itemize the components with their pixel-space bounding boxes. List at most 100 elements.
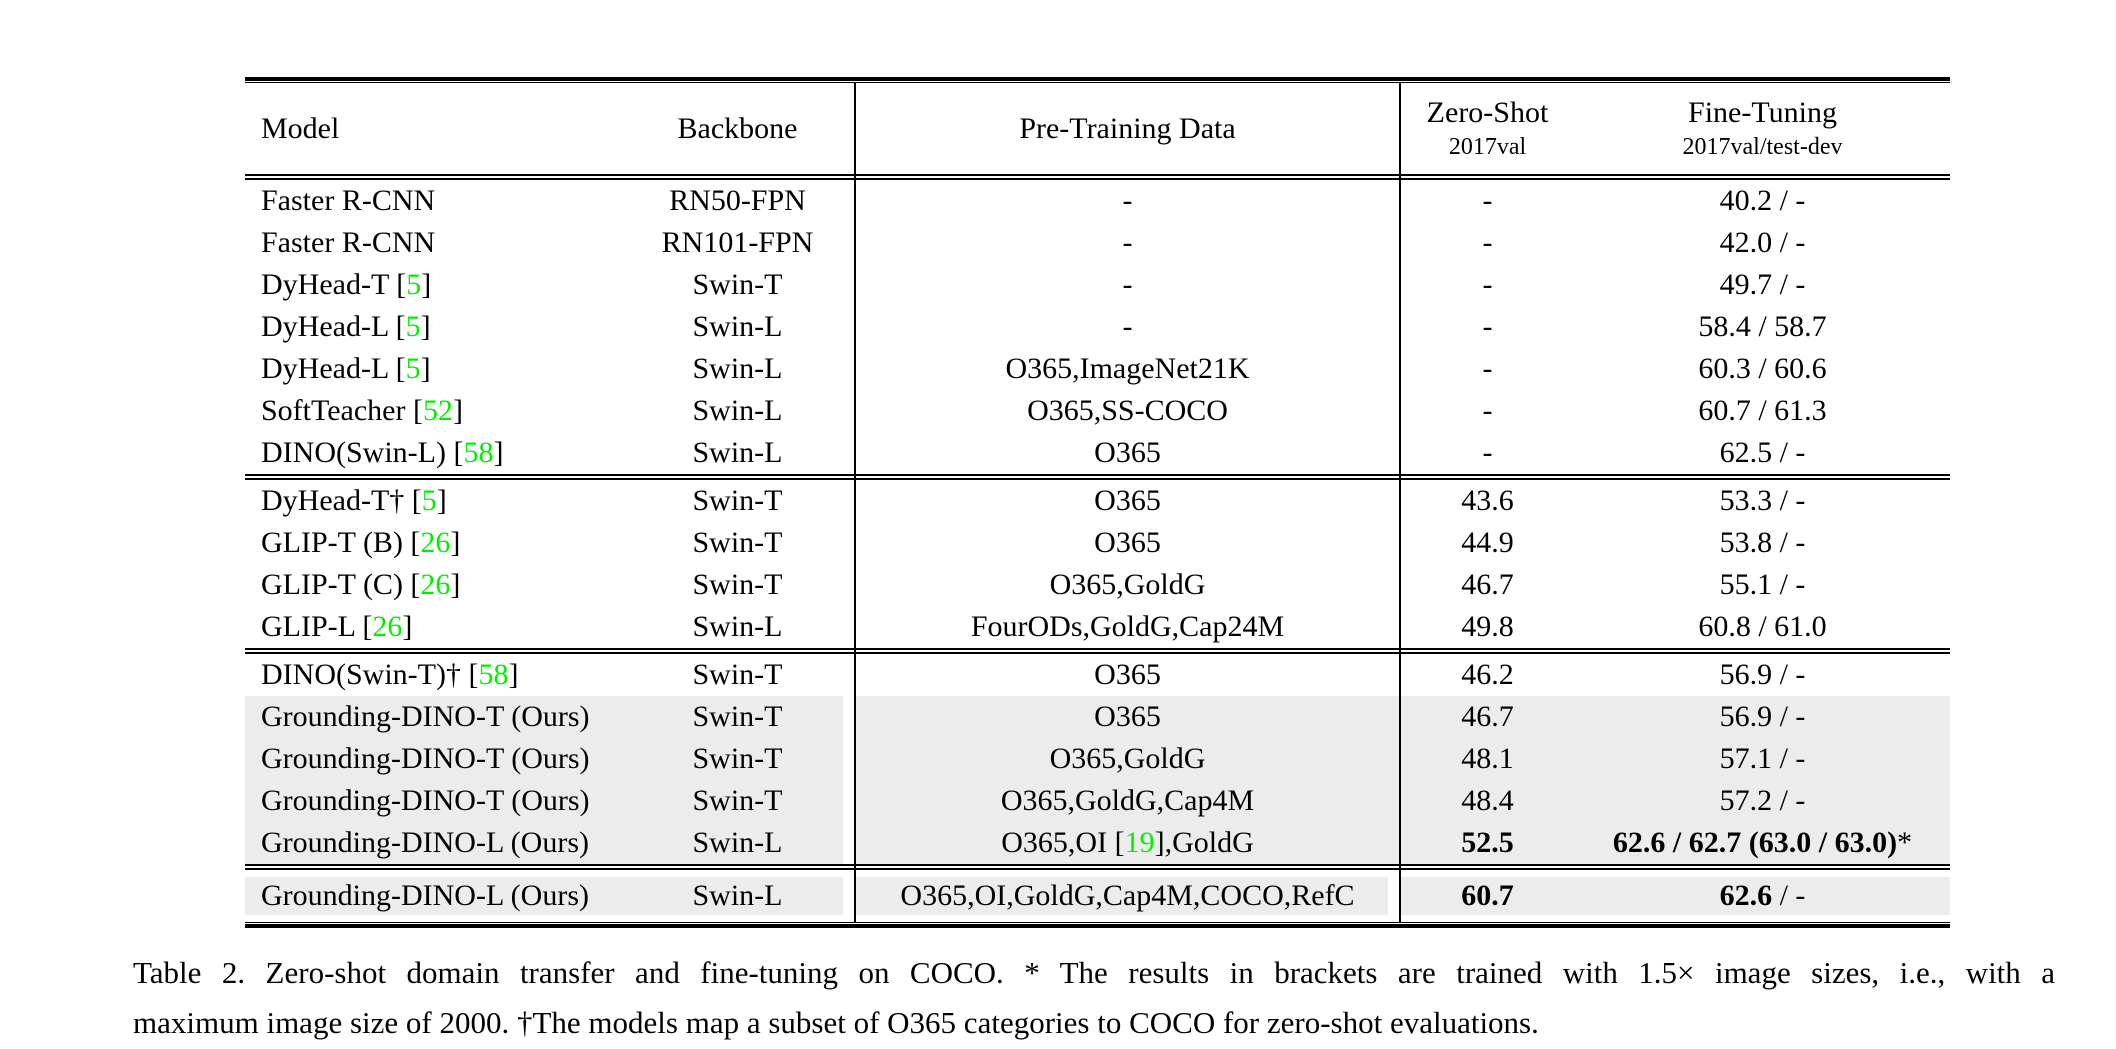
header-pretraining-data: Pre-Training Data: [855, 83, 1400, 174]
cell-model: Faster R-CNN: [245, 222, 620, 264]
cell-text: O365,GoldG: [1049, 568, 1206, 601]
cell-pretrain: O365,GoldG: [855, 564, 1400, 606]
cell-text: O365: [1094, 526, 1161, 559]
cell-ft: 62.6 / -: [1575, 877, 1950, 915]
cell-text: -: [1122, 268, 1133, 301]
cell-model: GLIP-L [26]: [245, 606, 620, 648]
cell-text: DINO(Swin-T)† [: [261, 658, 479, 691]
cell-ft: 42.0 / -: [1575, 222, 1950, 264]
cell-text: 49.8: [1461, 610, 1514, 643]
cell-text: O365: [1094, 436, 1161, 469]
cell-backbone: RN101-FPN: [620, 222, 855, 264]
cell-text: GLIP-T (C) [: [261, 568, 421, 601]
table-top-rule: [245, 77, 1950, 83]
block-separator-rule: [245, 648, 1950, 654]
cell-zs: -: [1400, 222, 1575, 264]
block-separator-rule: [245, 474, 1950, 480]
header-fine-tuning: Fine-Tuning 2017val/test-dev: [1575, 83, 1950, 174]
cell-text: Swin-L: [692, 879, 783, 912]
table-row: DINO(Swin-T)† [58] Swin-T O365 46.2 56.9 / -: [245, 654, 1950, 696]
cell-backbone: Swin-L: [620, 306, 855, 348]
header-model: Model: [245, 83, 620, 174]
cell-ft: 40.2 / -: [1575, 180, 1950, 222]
cell-text: -: [1482, 394, 1493, 427]
cell-text: 53.3 / -: [1719, 484, 1806, 517]
table-row: DyHead-T [5] Swin-T - - 49.7 / -: [245, 264, 1950, 306]
cell-ft: 60.8 / 61.0: [1575, 606, 1950, 648]
cell-text: Swin-L: [692, 352, 783, 385]
cell-ft: 57.2 / -: [1575, 780, 1950, 822]
table-row: DyHead-L [5] Swin-L O365,ImageNet21K - 60.3 …: [245, 348, 1950, 390]
table-row: Grounding-DINO-L (Ours) Swin-L O365,OI [19…: [245, 822, 1950, 864]
cell-model: GLIP-T (B) [26]: [245, 522, 620, 564]
cell-text: 46.2: [1461, 658, 1514, 691]
cell-text: ]: [493, 436, 504, 469]
cell-text: 57.1 / -: [1719, 742, 1806, 775]
cell-backbone: Swin-T: [620, 780, 855, 822]
cell-text: DyHead-L [: [261, 352, 406, 385]
cell-text: 52.5: [1461, 826, 1514, 859]
citation-ref: 26: [420, 568, 451, 601]
cell-zs: 44.9: [1400, 522, 1575, 564]
cell-backbone: Swin-T: [620, 264, 855, 306]
cell-text: 60.8 / 61.0: [1698, 610, 1827, 643]
cell-backbone: RN50-FPN: [620, 180, 855, 222]
cell-text: Swin-T: [692, 526, 783, 559]
cell-text: ]: [420, 310, 431, 343]
cell-zs: -: [1400, 432, 1575, 474]
cell-model: Faster R-CNN: [245, 180, 620, 222]
cell-text: Swin-L: [692, 610, 783, 643]
cell-text: Swin-L: [692, 394, 783, 427]
cell-text: Faster R-CNN: [261, 226, 436, 259]
citation-ref: 5: [406, 268, 422, 301]
cell-text: Grounding-DINO-T (Ours): [261, 700, 590, 733]
cell-zs: 60.7: [1400, 877, 1575, 915]
cell-zs: 46.7: [1400, 564, 1575, 606]
cell-ft: 56.9 / -: [1575, 654, 1950, 696]
cell-pretrain: -: [855, 222, 1400, 264]
cell-text: 62.6 / 62.7 (63.0 / 63.0): [1612, 826, 1898, 859]
caption-line-2: maximum image size of 2000. †The models …: [133, 1005, 1539, 1040]
cell-text: 58.4 / 58.7: [1698, 310, 1827, 343]
cell-text: DyHead-T [: [261, 268, 407, 301]
cell-text: -: [1482, 436, 1493, 469]
cell-text: ]: [508, 658, 519, 691]
cell-pretrain: -: [855, 306, 1400, 348]
cell-text: ]: [436, 484, 447, 517]
cell-text: / -: [1772, 879, 1806, 912]
cell-text: ],GoldG: [1154, 826, 1254, 859]
cell-text: 60.7 / 61.3: [1698, 394, 1827, 427]
cell-text: 62.6: [1719, 879, 1773, 912]
cell-pretrain: O365,OI [19],GoldG: [855, 822, 1400, 864]
cell-backbone: Swin-L: [620, 390, 855, 432]
cell-backbone: Swin-T: [620, 696, 855, 738]
cell-text: -: [1482, 310, 1493, 343]
cell-pretrain: O365: [855, 654, 1400, 696]
header-zero-shot: Zero-Shot 2017val: [1400, 83, 1575, 174]
cell-text: FourODs,GoldG,Cap24M: [970, 610, 1285, 643]
cell-backbone: Swin-L: [620, 348, 855, 390]
cell-model: DINO(Swin-T)† [58]: [245, 654, 620, 696]
cell-model: DyHead-L [5]: [245, 306, 620, 348]
cell-text: 44.9: [1461, 526, 1514, 559]
cell-text: Swin-L: [692, 310, 783, 343]
cell-model: SoftTeacher [52]: [245, 390, 620, 432]
cell-text: ]: [420, 352, 431, 385]
cell-text: O365: [1094, 658, 1161, 691]
cell-text: O365,GoldG: [1049, 742, 1206, 775]
cell-text: O365,OI [: [1001, 826, 1125, 859]
cell-text: Swin-T: [692, 658, 783, 691]
cell-text: -: [1482, 352, 1493, 385]
citation-ref: 5: [405, 352, 421, 385]
cell-model: GLIP-T (C) [26]: [245, 564, 620, 606]
table-row: Grounding-DINO-L (Ours) Swin-L O365,OI,Gol…: [245, 877, 1950, 915]
cell-text: ]: [421, 268, 432, 301]
table-row: Grounding-DINO-T (Ours) Swin-T O365,GoldG 4…: [245, 738, 1950, 780]
cell-backbone: Swin-T: [620, 522, 855, 564]
table-row: GLIP-L [26] Swin-L FourODs,GoldG,Cap24M 49.…: [245, 606, 1950, 648]
table-bottom-rule: [245, 922, 1950, 928]
cell-ft: 55.1 / -: [1575, 564, 1950, 606]
cell-model: DINO(Swin-L) [58]: [245, 432, 620, 474]
cell-text: 57.2 / -: [1719, 784, 1806, 817]
cell-text: Swin-T: [692, 742, 783, 775]
